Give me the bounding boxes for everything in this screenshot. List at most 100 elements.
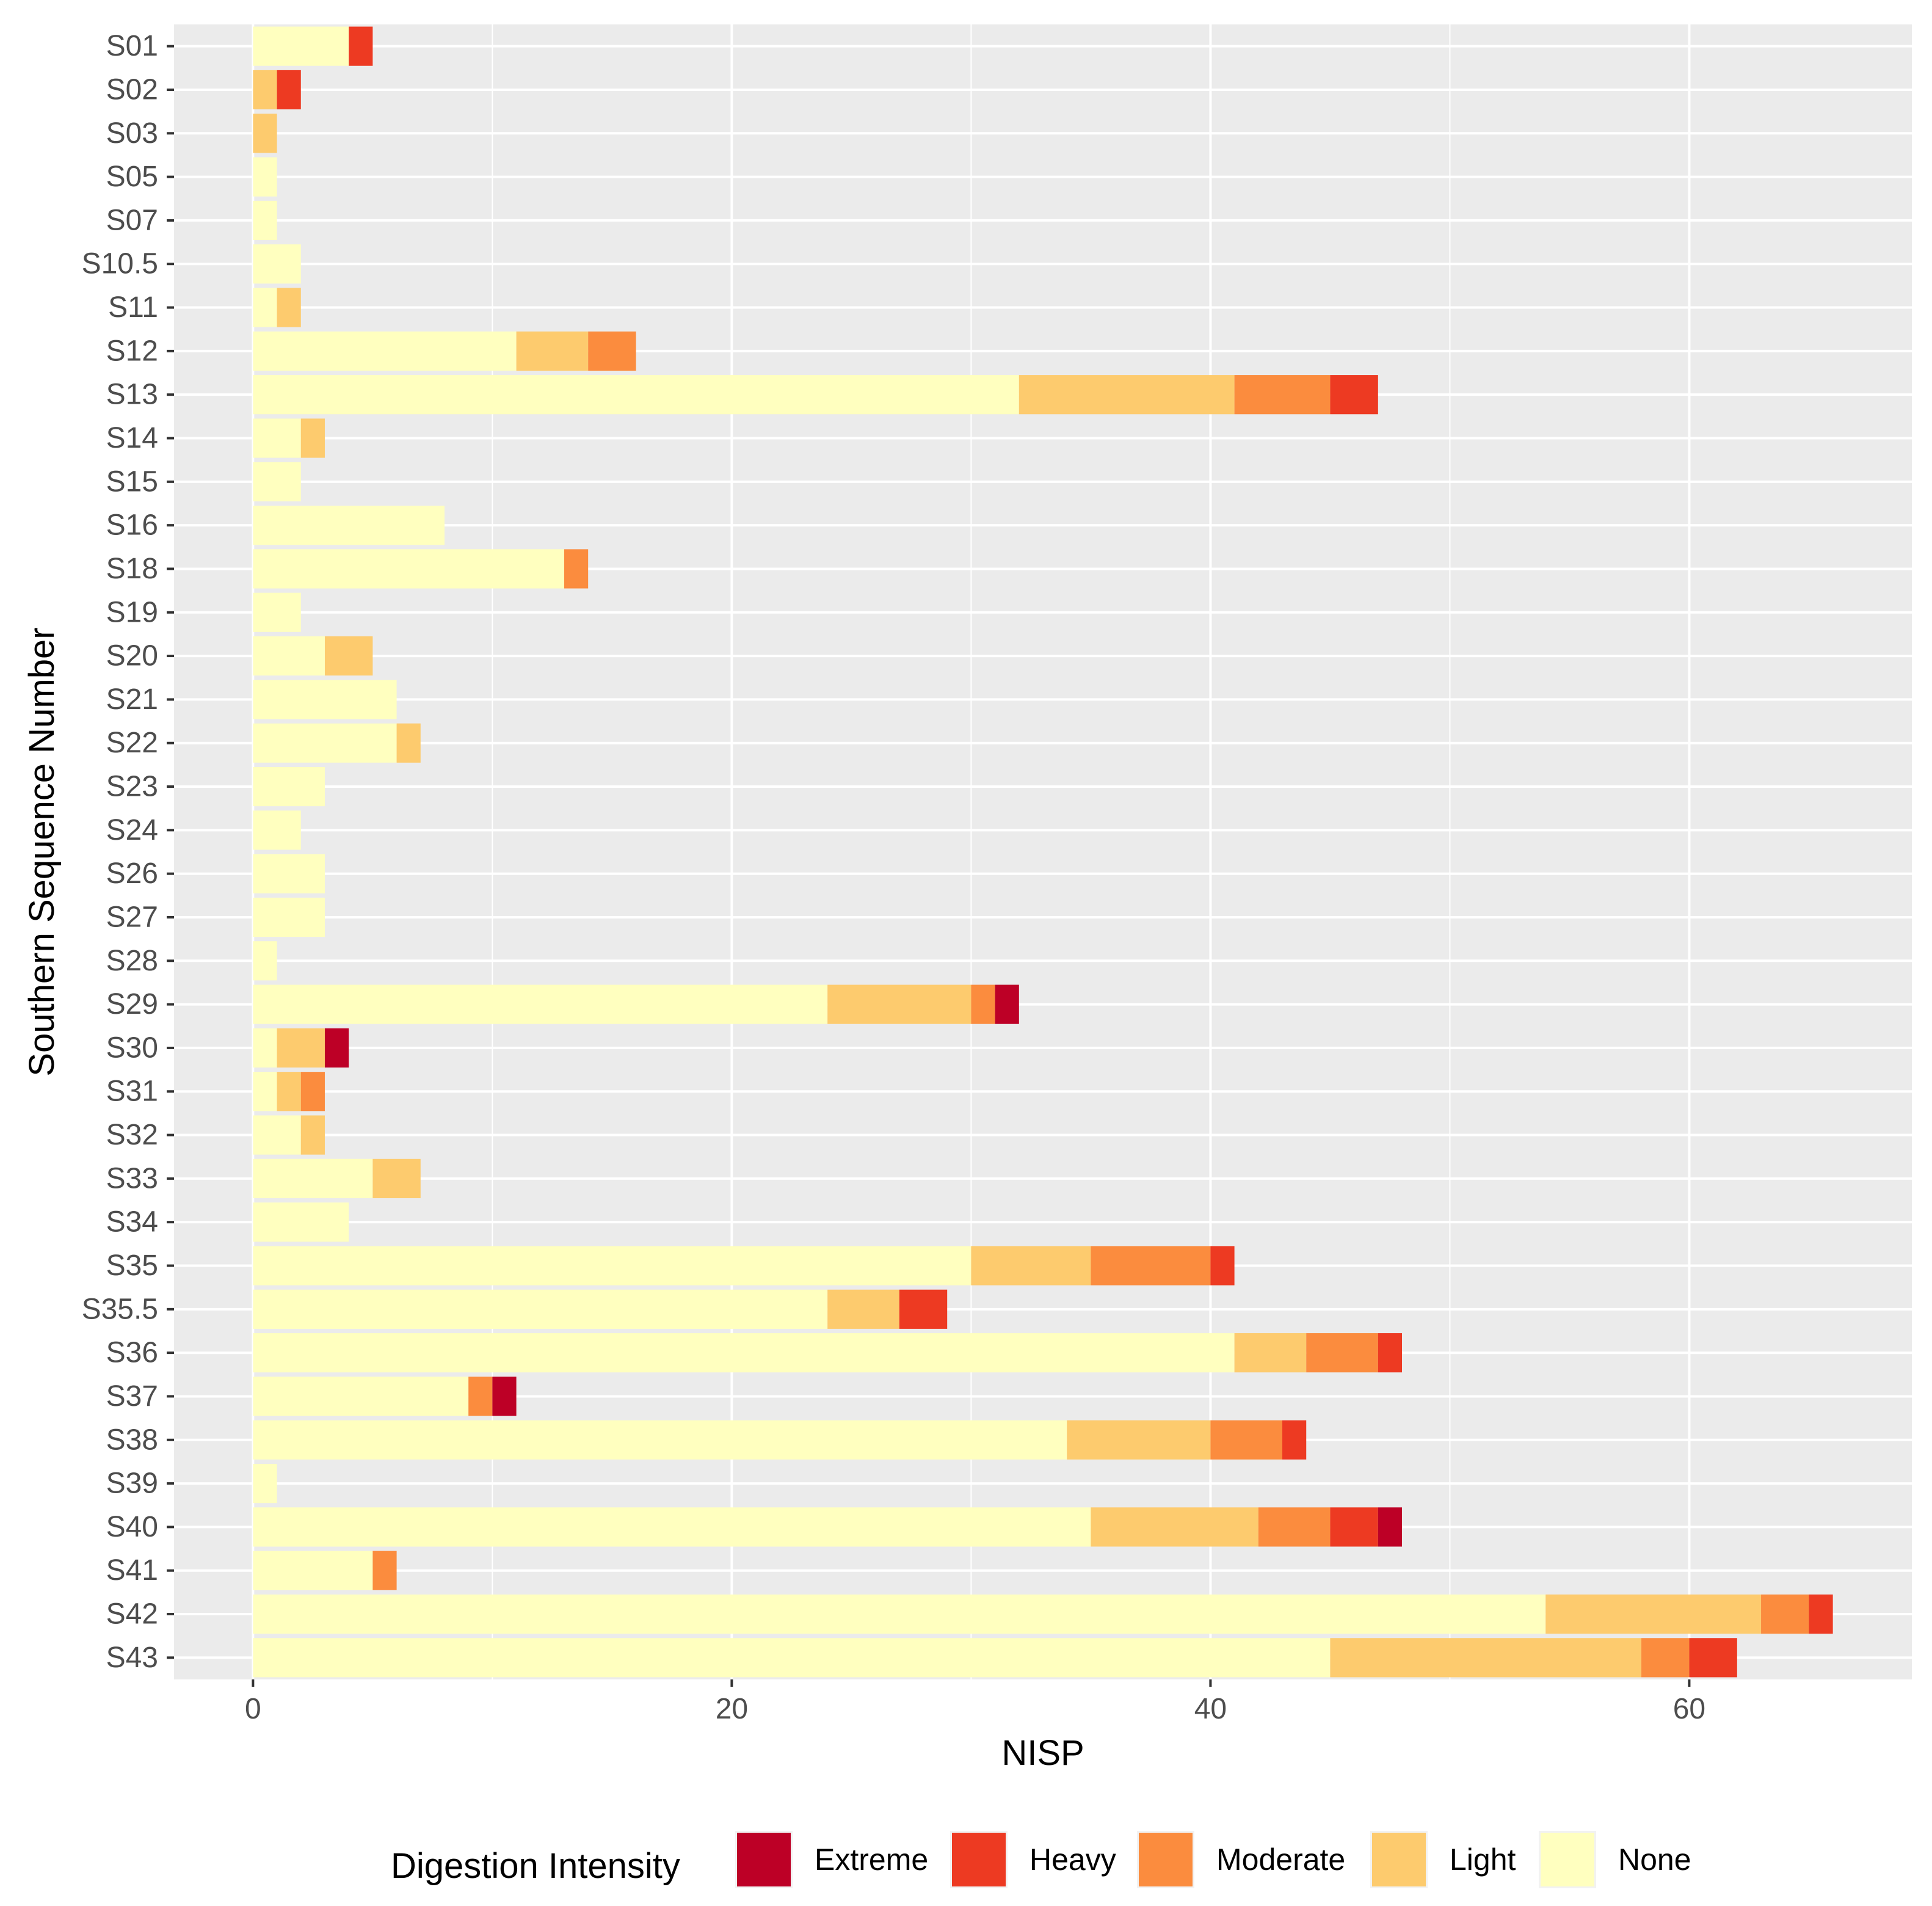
y-tick-label: S40 xyxy=(106,1511,158,1543)
y-tick-label: S27 xyxy=(106,901,158,933)
bar-S30-none xyxy=(253,1028,277,1068)
y-tick-label: S03 xyxy=(106,117,158,150)
y-tick-label: S16 xyxy=(106,509,158,542)
bar-S37-none xyxy=(253,1377,469,1416)
bar-S42-heavy xyxy=(1809,1594,1833,1634)
bar-S15-none xyxy=(253,462,301,501)
bar-S12-moderate xyxy=(588,331,636,371)
bar-S38-light xyxy=(1067,1420,1211,1460)
bar-S02-light xyxy=(253,70,277,110)
bar-S29-none xyxy=(253,984,828,1024)
bar-S13-light xyxy=(1019,375,1235,415)
y-tick-label: S32 xyxy=(106,1119,158,1151)
x-tick-label: 20 xyxy=(716,1693,748,1725)
x-tick-label: 0 xyxy=(245,1693,261,1725)
bar-S35.5-light xyxy=(827,1289,899,1329)
bar-S35.5-heavy xyxy=(899,1289,948,1329)
bar-S43-moderate xyxy=(1641,1638,1690,1678)
bar-S07-none xyxy=(253,200,277,241)
legend-swatch-light xyxy=(1372,1833,1426,1886)
x-axis: 0 20 40 60 xyxy=(245,1679,1705,1725)
bar-S32-none xyxy=(253,1115,301,1155)
y-tick-label: S21 xyxy=(106,683,158,716)
bar-S23-none xyxy=(253,766,325,807)
bar-S16-none xyxy=(253,506,445,545)
y-tick-label: S13 xyxy=(106,379,158,411)
bar-S02-heavy xyxy=(277,70,301,110)
bar-S38-moderate xyxy=(1210,1420,1283,1460)
y-tick-label: S07 xyxy=(106,204,158,236)
y-tick-label: S24 xyxy=(106,814,158,846)
bar-S31-moderate xyxy=(300,1072,325,1111)
bar-S41-moderate xyxy=(372,1551,397,1590)
y-tick-label: S01 xyxy=(106,30,158,62)
bar-S42-light xyxy=(1545,1594,1762,1634)
legend-swatch-heavy xyxy=(952,1833,1006,1886)
bar-S13-moderate xyxy=(1234,375,1331,415)
bar-S20-light xyxy=(324,636,373,676)
bar-S12-none xyxy=(253,331,517,371)
bar-S22-light xyxy=(396,723,421,763)
bar-S05-none xyxy=(253,157,277,197)
y-tick-label: S34 xyxy=(106,1206,158,1239)
y-tick-label: S19 xyxy=(106,596,158,628)
bar-S40-moderate xyxy=(1258,1507,1331,1547)
legend-label-heavy: Heavy xyxy=(1030,1842,1116,1877)
y-tick-label: S11 xyxy=(108,291,158,324)
bar-S36-heavy xyxy=(1378,1333,1403,1373)
bar-S12-light xyxy=(516,331,589,371)
bar-S01-heavy xyxy=(349,26,373,66)
bar-S35-moderate xyxy=(1091,1246,1211,1286)
y-tick-label: S36 xyxy=(106,1337,158,1369)
y-tick-label: S38 xyxy=(106,1424,158,1456)
x-tick-label: 40 xyxy=(1194,1693,1227,1725)
y-tick-label: S28 xyxy=(106,945,158,977)
bar-S03-light xyxy=(253,114,277,153)
bar-S19-none xyxy=(253,592,301,632)
bar-S11-none xyxy=(253,288,277,327)
bar-S43-heavy xyxy=(1689,1638,1737,1678)
bar-S40-heavy xyxy=(1330,1507,1378,1547)
bar-S36-light xyxy=(1234,1333,1307,1373)
y-tick-label: S42 xyxy=(106,1598,158,1631)
y-tick-label: S23 xyxy=(106,771,158,803)
y-tick-label: S39 xyxy=(106,1468,158,1500)
bar-S38-heavy xyxy=(1282,1420,1307,1460)
y-tick-label: S31 xyxy=(106,1075,158,1108)
bar-S33-none xyxy=(253,1159,373,1198)
bar-S31-light xyxy=(277,1072,301,1111)
y-tick-label: S35 xyxy=(106,1249,158,1282)
bar-S41-none xyxy=(253,1551,373,1590)
legend-label-none: None xyxy=(1618,1842,1691,1877)
bar-S27-none xyxy=(253,897,325,937)
bar-S36-none xyxy=(253,1333,1235,1373)
bar-S20-none xyxy=(253,636,325,676)
bar-S35-light xyxy=(971,1246,1091,1286)
bar-S42-none xyxy=(253,1594,1546,1634)
y-tick-label: S20 xyxy=(106,640,158,672)
y-tick-label: S15 xyxy=(106,465,158,498)
bar-S21-none xyxy=(253,680,397,719)
bars-layer xyxy=(253,26,1833,1678)
x-tick-label: 60 xyxy=(1673,1693,1705,1725)
y-axis-title: Southern Sequence Number xyxy=(22,627,62,1076)
bar-S40-none xyxy=(253,1507,1091,1547)
bar-S29-extreme xyxy=(995,984,1019,1024)
legend-swatch-none xyxy=(1541,1833,1594,1886)
y-tick-label: S33 xyxy=(106,1162,158,1195)
bar-S30-light xyxy=(277,1028,325,1068)
bar-S43-none xyxy=(253,1638,1331,1678)
bar-S38-none xyxy=(253,1420,1067,1460)
x-axis-title: NISP xyxy=(1001,1733,1084,1773)
bar-S35-none xyxy=(253,1246,971,1286)
y-tick-label: S30 xyxy=(106,1031,158,1064)
y-tick-label: S26 xyxy=(106,857,158,890)
bar-S26-none xyxy=(253,854,325,893)
y-tick-label: S41 xyxy=(106,1554,158,1587)
bar-S42-moderate xyxy=(1761,1594,1809,1634)
bar-S32-light xyxy=(300,1115,325,1155)
y-axis: S01 S02 S03 S05 S07 S10.5 S11 S12 S13 S14 S15 S16 S1… xyxy=(82,30,174,1674)
bar-S29-light xyxy=(827,984,971,1024)
y-tick-label: S12 xyxy=(106,335,158,367)
